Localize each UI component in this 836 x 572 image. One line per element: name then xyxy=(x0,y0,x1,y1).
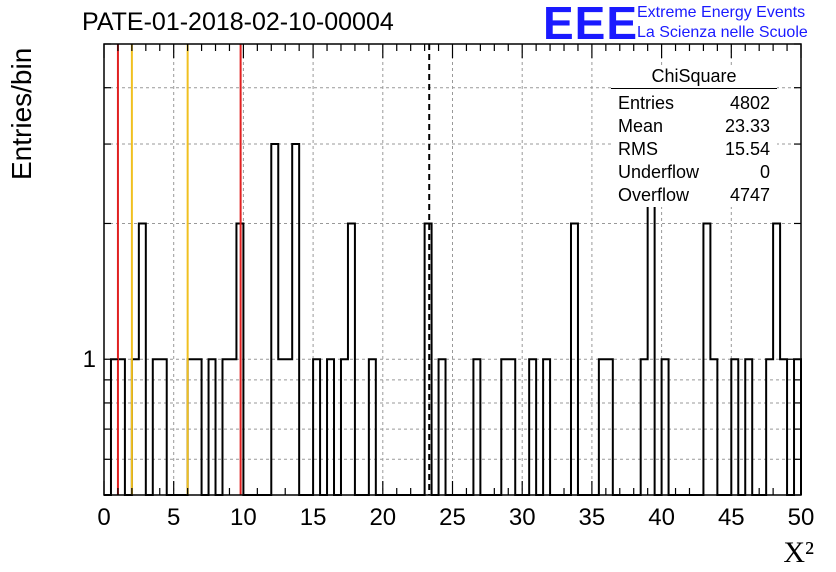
x-tick-label: 0 xyxy=(97,504,110,531)
stats-label: Underflow xyxy=(618,162,700,182)
x-tick-label: 50 xyxy=(788,504,815,531)
stats-row-underflow: Underflow 0 xyxy=(611,161,777,184)
stats-label: Entries xyxy=(618,93,675,113)
x-tick-label: 35 xyxy=(579,504,606,531)
x-tick-label: 10 xyxy=(230,504,257,531)
x-axis-label: X² xyxy=(783,536,814,569)
x-tick-label: 20 xyxy=(369,504,396,531)
stats-label: RMS xyxy=(618,139,658,159)
stats-value: 23.33 xyxy=(724,116,770,136)
stats-value: 4747 xyxy=(729,185,770,205)
stats-row-mean: Mean 23.33 xyxy=(611,115,777,138)
stats-title: ChiSquare xyxy=(611,66,777,89)
stats-label: Overflow xyxy=(618,185,690,205)
eee-logo: EEE xyxy=(543,0,639,49)
logo-line-2: La Scienza nelle Scuole xyxy=(637,24,808,41)
logo-line-1: Extreme Energy Events xyxy=(637,4,806,21)
histogram-bin xyxy=(292,144,299,495)
stats-value: 4802 xyxy=(729,93,770,113)
stats-box: ChiSquare Entries 4802 Mean 23.33 RMS 15… xyxy=(611,66,777,207)
x-tick-label: 30 xyxy=(509,504,536,531)
chart-title: PATE-01-2018-02-10-00004 xyxy=(82,8,394,36)
x-tick-label: 40 xyxy=(648,504,675,531)
stats-row-rms: RMS 15.54 xyxy=(611,138,777,161)
stats-label: Mean xyxy=(618,116,664,136)
y-axis-label: Entries/bin xyxy=(6,47,37,180)
x-tick-label: 25 xyxy=(439,504,466,531)
y-tick-label: 1 xyxy=(83,346,96,373)
histogram-bin xyxy=(271,144,278,495)
stats-value: 0 xyxy=(759,162,770,182)
x-tick-label: 5 xyxy=(167,504,180,531)
stats-row-overflow: Overflow 4747 xyxy=(611,184,777,207)
x-tick-label: 45 xyxy=(718,504,745,531)
stats-row-entries: Entries 4802 xyxy=(611,92,777,115)
x-tick-label: 15 xyxy=(300,504,327,531)
stats-value: 15.54 xyxy=(724,139,770,159)
